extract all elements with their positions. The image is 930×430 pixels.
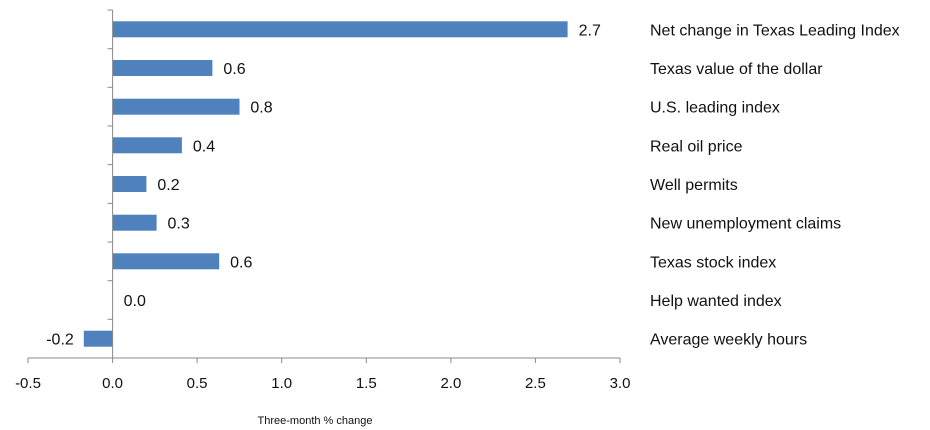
- bar: [112, 60, 213, 76]
- category-label: Real oil price: [650, 138, 743, 155]
- bar: [112, 137, 182, 154]
- x-tick-label: 0.5: [187, 375, 208, 392]
- x-tick-label: 0.0: [102, 375, 123, 392]
- category-label: Help wanted index: [650, 293, 782, 310]
- category-label: Texas value of the dollar: [650, 61, 823, 78]
- bar: [112, 253, 220, 270]
- bars: [83, 21, 568, 347]
- bar: [112, 98, 240, 115]
- category-label: Well permits: [650, 177, 738, 194]
- data-label: 0.8: [250, 100, 272, 117]
- value-labels: 2.7 0.6 0.8 0.4 0.2 0.3 0.6 0.0 -0.2: [46, 22, 601, 348]
- x-tick-label: 3.0: [610, 375, 631, 392]
- data-label: 0.2: [157, 177, 179, 194]
- data-label: 0.0: [124, 293, 146, 310]
- x-tick-label: 2.5: [525, 375, 546, 392]
- category-label: U.S. leading index: [650, 100, 780, 117]
- data-label: 2.7: [579, 22, 601, 39]
- data-label: 0.4: [193, 138, 215, 155]
- category-labels: Net change in Texas Leading Index Texas v…: [650, 22, 900, 348]
- bar: [83, 330, 113, 347]
- data-label: 0.3: [168, 216, 190, 233]
- x-tick-label: 1.0: [271, 375, 292, 392]
- category-label: Average weekly hours: [650, 332, 807, 349]
- bar: [112, 21, 568, 38]
- data-label: 0.6: [230, 254, 252, 271]
- data-label: -0.2: [46, 332, 74, 349]
- x-tick-label: 1.5: [356, 375, 377, 392]
- x-axis: -0.5 0.0 0.5 1.0 1.5 2.0 2.5 3.0: [15, 9, 631, 392]
- x-tick-label: 2.0: [440, 375, 461, 392]
- x-tick-label: -0.5: [15, 375, 41, 392]
- bar: [112, 214, 157, 231]
- category-label: Texas stock index: [650, 254, 776, 271]
- category-label: New unemployment claims: [650, 216, 841, 233]
- x-axis-title: Three-month % change: [258, 415, 373, 427]
- category-label: Net change in Texas Leading Index: [650, 22, 900, 39]
- bar: [112, 176, 147, 192]
- data-label: 0.6: [223, 61, 245, 78]
